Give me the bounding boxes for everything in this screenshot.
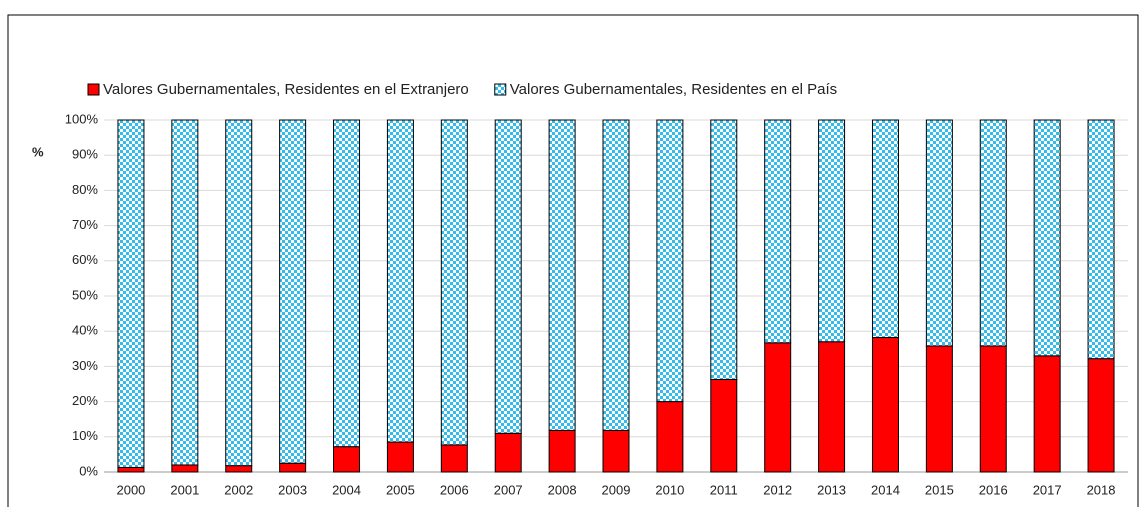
bar-segment bbox=[225, 465, 253, 473]
bar-segment bbox=[764, 119, 792, 344]
x-tick-label: 2003 bbox=[278, 482, 307, 497]
y-tick-label: 70% bbox=[72, 217, 98, 232]
bar-segment bbox=[764, 342, 792, 473]
bar-segment bbox=[333, 119, 361, 448]
bar-segment bbox=[333, 446, 361, 473]
bar-segment bbox=[386, 119, 414, 443]
bar-segment bbox=[117, 119, 145, 468]
bar-segment bbox=[979, 345, 1007, 473]
bar-segment bbox=[279, 462, 307, 473]
bar-segment bbox=[602, 119, 630, 431]
bar-segment bbox=[1087, 358, 1115, 473]
y-tick-label: 50% bbox=[72, 287, 98, 302]
y-axis-label: % bbox=[32, 144, 44, 159]
x-tick-label: 2015 bbox=[925, 482, 954, 497]
bar-segment bbox=[171, 464, 199, 473]
x-tick-label: 2005 bbox=[386, 482, 415, 497]
bar-segment bbox=[494, 432, 522, 473]
legend-label: Valores Gubernamentales, Residentes en e… bbox=[510, 81, 837, 98]
x-tick-label: 2006 bbox=[440, 482, 469, 497]
bar-segment bbox=[710, 378, 738, 473]
bar-segment bbox=[871, 337, 899, 473]
bar-segment bbox=[1033, 355, 1061, 473]
y-tick-label: 90% bbox=[72, 147, 98, 162]
bar-segment bbox=[818, 341, 846, 473]
x-tick-label: 2012 bbox=[763, 482, 792, 497]
bar-segment bbox=[494, 119, 522, 434]
y-tick-label: 60% bbox=[72, 252, 98, 267]
x-tick-label: 2010 bbox=[655, 482, 684, 497]
bar-segment bbox=[1087, 119, 1115, 360]
bar-segment bbox=[386, 441, 414, 473]
bar-segment bbox=[225, 119, 253, 467]
legend-swatch bbox=[494, 83, 507, 96]
y-tick-label: 10% bbox=[72, 428, 98, 443]
x-tick-label: 2000 bbox=[116, 482, 145, 497]
x-tick-label: 2007 bbox=[494, 482, 523, 497]
x-tick-label: 2004 bbox=[332, 482, 361, 497]
frame bbox=[7, 14, 1139, 507]
x-tick-label: 2002 bbox=[224, 482, 253, 497]
y-tick-label: 20% bbox=[72, 393, 98, 408]
bar-segment bbox=[1033, 119, 1061, 357]
x-tick-label: 2011 bbox=[710, 482, 738, 497]
bar-segment bbox=[548, 119, 576, 431]
x-tick-label: 2014 bbox=[871, 482, 900, 497]
y-tick-label: 40% bbox=[72, 323, 98, 338]
legend-swatch bbox=[87, 83, 100, 96]
x-tick-label: 2009 bbox=[602, 482, 631, 497]
bar-segment bbox=[818, 119, 846, 343]
bar-segment bbox=[710, 119, 738, 380]
y-tick-label: 100% bbox=[65, 111, 99, 126]
bar-segment bbox=[871, 119, 899, 339]
bar-segment bbox=[656, 119, 684, 403]
x-tick-label: 2008 bbox=[548, 482, 577, 497]
x-tick-label: 2017 bbox=[1033, 482, 1062, 497]
bar-segment bbox=[171, 119, 199, 466]
bar-segment bbox=[548, 429, 576, 473]
y-tick-label: 80% bbox=[72, 182, 98, 197]
bar-segment bbox=[656, 401, 684, 473]
y-tick-label: 30% bbox=[72, 358, 98, 373]
y-tick-label: 0% bbox=[79, 463, 98, 478]
bar-segment bbox=[117, 466, 145, 473]
legend-label: Valores Gubernamentales, Residentes en e… bbox=[103, 81, 469, 98]
x-tick-label: 2018 bbox=[1087, 482, 1116, 497]
x-tick-label: 2001 bbox=[170, 482, 199, 497]
x-tick-label: 2013 bbox=[817, 482, 846, 497]
bar-segment bbox=[602, 429, 630, 473]
bar-segment bbox=[925, 119, 953, 347]
bar-segment bbox=[925, 345, 953, 473]
bar-segment bbox=[440, 119, 468, 446]
bar-segment bbox=[279, 119, 307, 464]
bar-segment bbox=[440, 444, 468, 473]
bar-segment bbox=[979, 119, 1007, 347]
x-tick-label: 2016 bbox=[979, 482, 1008, 497]
